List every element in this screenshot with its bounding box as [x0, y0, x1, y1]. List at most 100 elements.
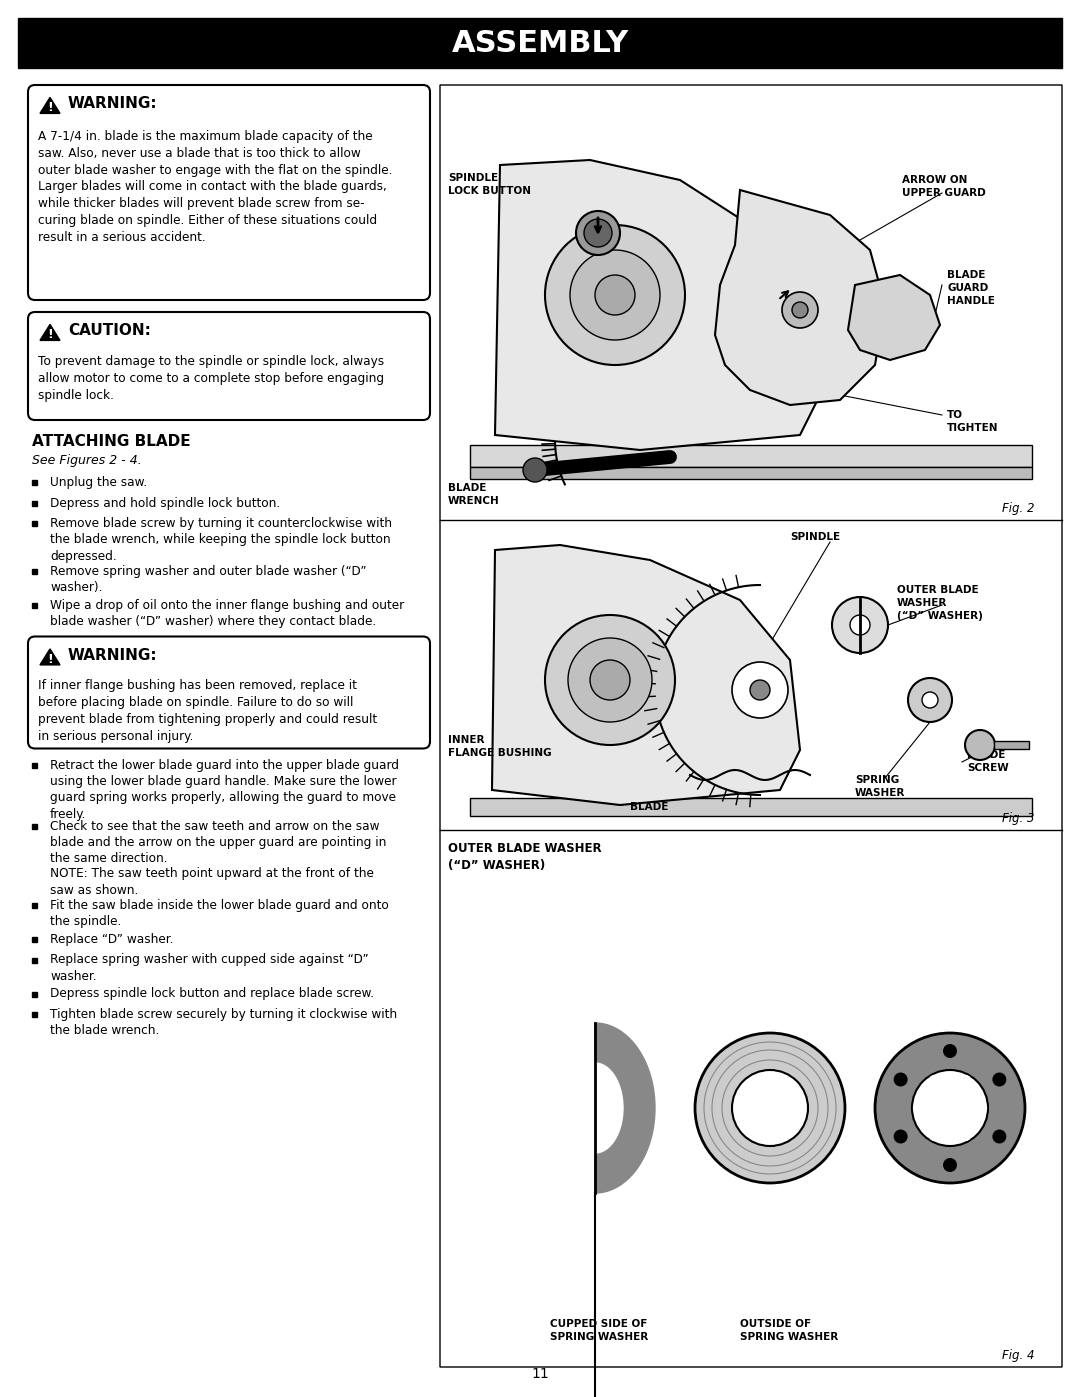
Text: INNER
FLANGE BUSHING: INNER FLANGE BUSHING: [448, 735, 552, 757]
Text: !: !: [48, 102, 53, 115]
Text: !: !: [48, 652, 53, 666]
Text: ARROW ON
UPPER GUARD: ARROW ON UPPER GUARD: [902, 175, 986, 198]
Circle shape: [893, 1130, 907, 1144]
Bar: [32, 602, 37, 608]
Text: !: !: [48, 328, 53, 341]
Circle shape: [792, 302, 808, 319]
Text: Replace spring washer with cupped side against “D”
washer.: Replace spring washer with cupped side a…: [50, 954, 368, 983]
Text: SPINDLE
LOCK BUTTON: SPINDLE LOCK BUTTON: [448, 173, 531, 196]
Text: TO
TIGHTEN: TO TIGHTEN: [947, 409, 999, 433]
Polygon shape: [40, 324, 60, 341]
Text: ATTACHING BLADE: ATTACHING BLADE: [32, 434, 191, 448]
Circle shape: [576, 211, 620, 256]
Circle shape: [584, 219, 612, 247]
Bar: [32, 992, 37, 996]
Circle shape: [750, 680, 770, 700]
Bar: [32, 569, 37, 574]
Polygon shape: [492, 545, 800, 805]
Polygon shape: [40, 648, 60, 665]
Text: Depress spindle lock button and replace blade screw.: Depress spindle lock button and replace …: [50, 988, 374, 1000]
Text: Wipe a drop of oil onto the inner flange bushing and outer
blade washer (“D” was: Wipe a drop of oil onto the inner flange…: [50, 598, 404, 629]
Circle shape: [943, 1158, 957, 1172]
Circle shape: [850, 615, 870, 636]
FancyBboxPatch shape: [28, 637, 430, 749]
Circle shape: [922, 692, 939, 708]
Polygon shape: [595, 1063, 623, 1153]
Bar: [470, 798, 1032, 816]
Circle shape: [696, 1032, 845, 1183]
Polygon shape: [715, 190, 885, 405]
Text: BLADE
SCREW: BLADE SCREW: [967, 750, 1009, 773]
Text: SPINDLE: SPINDLE: [789, 532, 840, 542]
Text: OUTER BLADE
WASHER
(“D” WASHER): OUTER BLADE WASHER (“D” WASHER): [897, 585, 983, 620]
Polygon shape: [848, 275, 940, 360]
Circle shape: [875, 1032, 1025, 1183]
Circle shape: [943, 1044, 957, 1058]
Text: To prevent damage to the spindle or spindle lock, always
allow motor to come to : To prevent damage to the spindle or spin…: [38, 355, 384, 401]
Bar: [32, 957, 37, 963]
Text: A 7-1/4 in. blade is the maximum blade capacity of the
saw. Also, never use a bl: A 7-1/4 in. blade is the maximum blade c…: [38, 130, 392, 244]
Bar: [32, 521, 37, 527]
Text: Replace “D” washer.: Replace “D” washer.: [50, 933, 174, 946]
Text: WARNING:: WARNING:: [68, 647, 158, 662]
Text: BLADE
GUARD
HANDLE: BLADE GUARD HANDLE: [947, 270, 995, 306]
Polygon shape: [495, 161, 820, 450]
Text: WARNING:: WARNING:: [68, 96, 158, 110]
Text: SPRING
WASHER: SPRING WASHER: [855, 775, 905, 798]
Bar: [32, 937, 37, 942]
FancyBboxPatch shape: [440, 85, 1062, 1368]
Polygon shape: [40, 98, 60, 113]
Text: Fig. 4: Fig. 4: [1002, 1350, 1035, 1362]
Bar: [32, 500, 37, 506]
Text: See Figures 2 - 4.: See Figures 2 - 4.: [32, 454, 141, 467]
Bar: [32, 1011, 37, 1017]
Text: BLADE: BLADE: [630, 802, 669, 812]
Circle shape: [732, 662, 788, 718]
Text: Remove spring washer and outer blade washer (“D”
washer).: Remove spring washer and outer blade was…: [50, 564, 366, 594]
Text: 11: 11: [531, 1368, 549, 1382]
Circle shape: [893, 1073, 907, 1087]
Text: Remove blade screw by turning it counterclockwise with
the blade wrench, while k: Remove blade screw by turning it counter…: [50, 517, 392, 563]
Circle shape: [993, 1130, 1007, 1144]
Circle shape: [782, 292, 818, 328]
Text: Tighten blade screw securely by turning it clockwise with
the blade wrench.: Tighten blade screw securely by turning …: [50, 1009, 397, 1038]
Bar: [32, 902, 37, 908]
Circle shape: [732, 1070, 808, 1146]
Text: Retract the lower blade guard into the upper blade guard
using the lower blade g: Retract the lower blade guard into the u…: [50, 759, 399, 821]
Bar: [994, 740, 1029, 749]
Text: BLADE
WRENCH: BLADE WRENCH: [448, 483, 500, 506]
Bar: [32, 763, 37, 767]
Bar: [18, 18, 1062, 68]
Text: OUTSIDE OF
SPRING WASHER: OUTSIDE OF SPRING WASHER: [740, 1319, 838, 1341]
Circle shape: [966, 731, 995, 760]
Text: NOTE: The saw teeth point upward at the front of the
saw as shown.: NOTE: The saw teeth point upward at the …: [50, 868, 374, 897]
Text: Fig. 2: Fig. 2: [1002, 502, 1035, 515]
Text: Unplug the saw.: Unplug the saw.: [50, 476, 147, 489]
Circle shape: [832, 597, 888, 652]
Bar: [32, 481, 37, 485]
Circle shape: [590, 659, 630, 700]
Circle shape: [912, 1070, 988, 1146]
Text: Depress and hold spindle lock button.: Depress and hold spindle lock button.: [50, 496, 280, 510]
Circle shape: [545, 225, 685, 365]
Text: Check to see that the saw teeth and arrow on the saw
blade and the arrow on the : Check to see that the saw teeth and arro…: [50, 820, 387, 866]
Polygon shape: [595, 1023, 654, 1193]
Text: Fig. 3: Fig. 3: [1002, 812, 1035, 826]
Circle shape: [545, 615, 675, 745]
FancyBboxPatch shape: [28, 85, 430, 300]
Circle shape: [568, 638, 652, 722]
Text: OUTER BLADE WASHER
(“D” WASHER): OUTER BLADE WASHER (“D” WASHER): [448, 842, 602, 872]
Text: Fit the saw blade inside the lower blade guard and onto
the spindle.: Fit the saw blade inside the lower blade…: [50, 900, 389, 929]
Circle shape: [908, 678, 951, 722]
Bar: [470, 446, 1032, 467]
FancyBboxPatch shape: [28, 312, 430, 420]
Circle shape: [523, 458, 546, 482]
Text: CAUTION:: CAUTION:: [68, 323, 151, 338]
Circle shape: [595, 275, 635, 314]
Text: CUPPED SIDE OF
SPRING WASHER: CUPPED SIDE OF SPRING WASHER: [550, 1319, 648, 1341]
Circle shape: [570, 250, 660, 339]
Text: TO
LOOSEN: TO LOOSEN: [785, 224, 832, 246]
Text: If inner flange bushing has been removed, replace it
before placing blade on spi: If inner flange bushing has been removed…: [38, 679, 377, 743]
Circle shape: [993, 1073, 1007, 1087]
Bar: [470, 467, 1032, 479]
